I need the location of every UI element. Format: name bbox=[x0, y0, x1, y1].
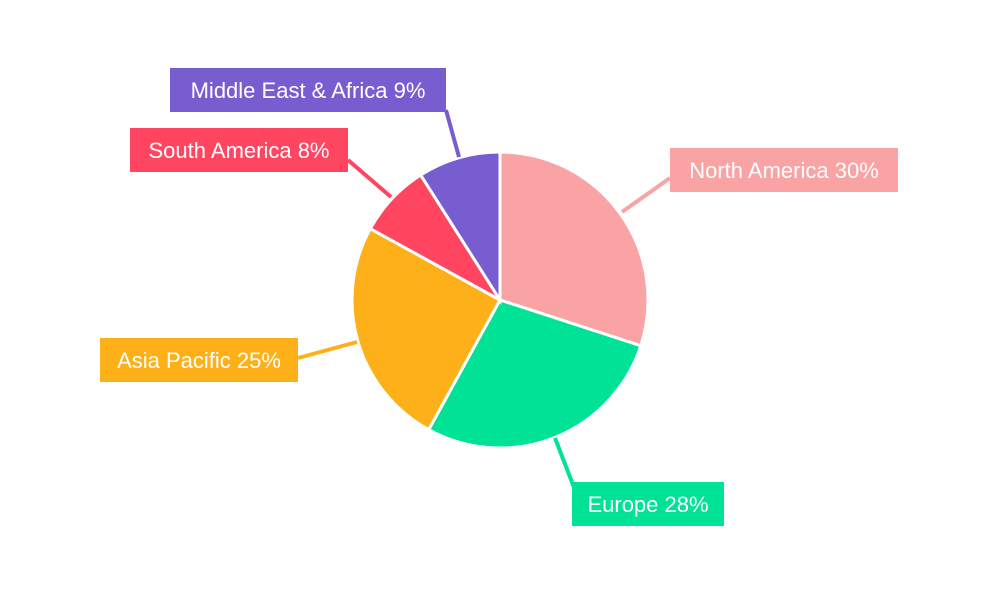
label-box bbox=[170, 68, 446, 112]
label-box bbox=[130, 128, 348, 172]
pie-slice-asia-pacific[interactable] bbox=[350, 226, 503, 432]
label-box bbox=[670, 148, 898, 192]
leader-line bbox=[553, 437, 577, 491]
leader-line bbox=[620, 176, 672, 214]
label-box bbox=[100, 338, 298, 382]
data-label: South America 8% bbox=[149, 138, 330, 163]
data-label: North America 30% bbox=[689, 158, 879, 183]
label-box bbox=[572, 482, 724, 526]
slices bbox=[350, 150, 650, 450]
pie-slice-middle-east-africa[interactable] bbox=[418, 150, 502, 306]
data-label: Asia Pacific 25% bbox=[117, 348, 281, 373]
pie-slice-europe[interactable] bbox=[426, 298, 643, 450]
leader-line bbox=[297, 340, 358, 360]
leader-line bbox=[346, 158, 393, 199]
leader-line bbox=[444, 109, 461, 158]
pie-slice-north-america[interactable] bbox=[498, 150, 650, 348]
data-label: Europe 28% bbox=[587, 492, 708, 517]
data-label: Middle East & Africa 9% bbox=[191, 78, 426, 103]
labels: North America 30% Europe 28% Asia Pacific … bbox=[100, 68, 898, 526]
